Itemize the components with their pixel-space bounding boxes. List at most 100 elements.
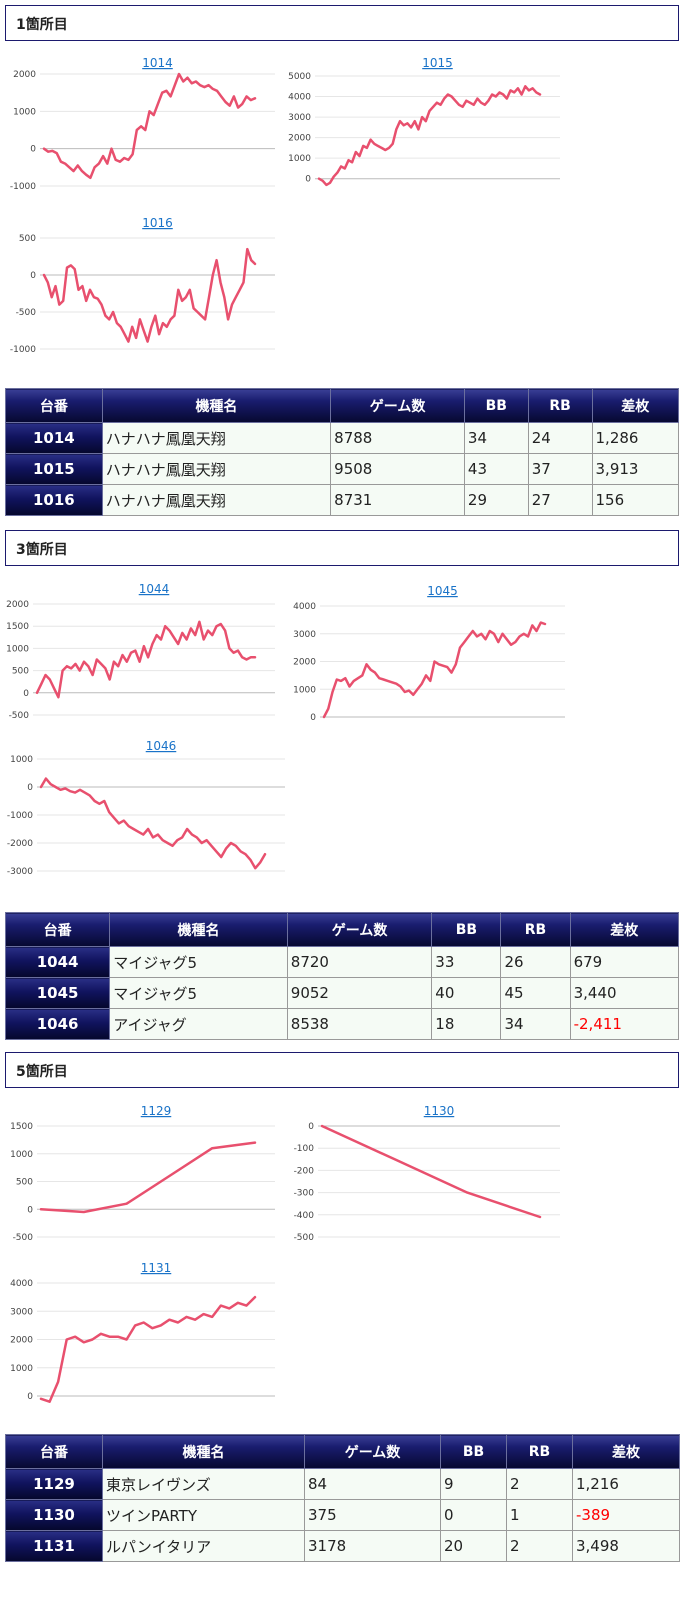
chart-svg: 1130 0 -100 -200 -300 -400 -500	[294, 1104, 560, 1243]
section-title: 3箇所目	[16, 542, 68, 558]
rb-cell: 45	[500, 977, 571, 1009]
header-bb: BB	[463, 388, 529, 423]
section-title: 5箇所目	[16, 1064, 68, 1080]
header-bb: BB	[431, 912, 502, 947]
chart-title-link[interactable]: 1014	[142, 56, 173, 70]
y-tick-label: 4000	[293, 602, 316, 612]
series-line	[35, 620, 257, 699]
series-line	[317, 85, 542, 187]
games-cell: 9052	[286, 977, 433, 1009]
chart-svg: 1015 5000 4000 3000 2000 1000 0	[288, 56, 560, 187]
machine-table-1: 台番 機種名 ゲーム数 BB RB 差枚 1014 ハナハナ鳳凰天翔 8788 34 2…	[5, 388, 680, 516]
machine-name-cell: ハナハナ鳳凰天翔	[101, 422, 332, 454]
machine-number-cell: 1046	[4, 1008, 111, 1040]
y-tick-label: -300	[294, 1189, 315, 1199]
y-tick-label: -3000	[7, 867, 33, 877]
header-diff: 差枚	[572, 1434, 680, 1469]
machine-number-cell: 1129	[5, 1468, 103, 1500]
chart-1129: 1129 1500 1000 500 0 -500	[5, 1102, 280, 1243]
table-row: 1131 ルパンイタリア 3178 20 2 3,498	[5, 1530, 680, 1562]
section-title: 1箇所目	[16, 17, 68, 33]
header-rb: RB	[527, 388, 593, 423]
y-tick-label: 3000	[10, 1307, 33, 1317]
bb-cell: 34	[463, 422, 529, 454]
header-games: ゲーム数	[286, 912, 433, 947]
chart-svg: 1014 2000 1000 0 -1000	[10, 56, 275, 192]
y-tick-label: -500	[9, 711, 30, 721]
bb-cell: 9	[440, 1468, 507, 1500]
table-row: 1045 マイジャグ5 9052 40 45 3,440	[4, 977, 680, 1009]
diff-cell: 3,498	[572, 1530, 680, 1562]
section-header-1: 1箇所目	[5, 5, 679, 41]
y-tick-label: 0	[305, 175, 311, 185]
rb-cell: 27	[527, 484, 593, 516]
header-rb: RB	[506, 1434, 573, 1469]
chart-svg: 1131 4000 3000 2000 1000 0	[10, 1261, 275, 1403]
y-tick-label: 4000	[288, 93, 311, 103]
chart-1016: 1016 500 0 -500 -1000	[10, 214, 280, 360]
table-row: 1016 ハナハナ鳳凰天翔 8731 29 27 156	[5, 484, 680, 516]
machine-table-5: 台番 機種名 ゲーム数 BB RB 差枚 1129 東京レイヴンズ 84 9 2 1,21…	[5, 1434, 680, 1562]
chart-title-link[interactable]: 1015	[422, 56, 453, 70]
machine-name-cell: ハナハナ鳳凰天翔	[101, 484, 332, 516]
chart-title-link[interactable]: 1130	[424, 1104, 455, 1118]
y-tick-label: 1000	[13, 107, 36, 117]
machine-name-cell: ツインPARTY	[102, 1499, 305, 1531]
chart-svg: 1045 4000 3000 2000 1000 0	[293, 584, 565, 723]
games-cell: 3178	[304, 1530, 441, 1562]
series-line	[320, 1124, 542, 1219]
table-header-row: 台番 機種名 ゲーム数 BB RB 差枚	[5, 388, 680, 423]
chart-title-link[interactable]: 1045	[427, 584, 458, 598]
bb-cell: 18	[431, 1008, 502, 1040]
series-line	[39, 1295, 257, 1403]
table-row: 1046 アイジャグ 8538 18 34 -2,411	[4, 1008, 680, 1040]
header-machine-name: 機種名	[102, 1434, 305, 1469]
machine-name-cell: 東京レイヴンズ	[102, 1468, 305, 1500]
chart-title-link[interactable]: 1131	[141, 1261, 172, 1275]
games-cell: 8538	[286, 1008, 433, 1040]
y-tick-label: -500	[13, 1233, 34, 1243]
machine-number-cell: 1014	[5, 422, 103, 454]
rb-cell: 26	[500, 946, 571, 978]
y-tick-label: 1000	[288, 154, 311, 164]
games-cell: 84	[304, 1468, 441, 1500]
header-machine-name: 機種名	[101, 388, 332, 423]
chart-title-link[interactable]: 1046	[146, 739, 177, 753]
diff-cell: 679	[569, 946, 680, 978]
games-cell: 375	[304, 1499, 441, 1531]
series-line	[39, 777, 267, 870]
header-rb: RB	[500, 912, 571, 947]
y-tick-label: 1000	[6, 644, 29, 654]
machine-number-cell: 1130	[5, 1499, 103, 1531]
games-cell: 8731	[330, 484, 465, 516]
series-line	[42, 247, 257, 343]
diff-cell: 156	[591, 484, 680, 516]
y-tick-label: 5000	[288, 72, 311, 82]
games-cell: 9508	[330, 453, 465, 485]
header-number: 台番	[5, 388, 103, 423]
y-tick-label: 0	[30, 271, 36, 281]
y-tick-label: 3000	[293, 630, 316, 640]
series-line	[42, 72, 257, 180]
rb-cell: 24	[527, 422, 593, 454]
y-tick-label: -200	[294, 1166, 315, 1176]
y-tick-label: 0	[23, 689, 29, 699]
rb-cell: 34	[500, 1008, 571, 1040]
table-row: 1044 マイジャグ5 8720 33 26 679	[4, 946, 680, 978]
table-row: 1129 東京レイヴンズ 84 9 2 1,216	[5, 1468, 680, 1500]
y-tick-label: 0	[308, 1122, 314, 1132]
chart-1015: 1015 5000 4000 3000 2000 1000 0	[288, 54, 565, 190]
table-row: 1130 ツインPARTY 375 0 1 -389	[5, 1499, 680, 1531]
header-bb: BB	[440, 1434, 507, 1469]
machine-name-cell: アイジャグ	[109, 1008, 288, 1040]
y-tick-label: 2000	[6, 600, 29, 610]
chart-1130: 1130 0 -100 -200 -300 -400 -500	[290, 1102, 565, 1243]
machine-number-cell: 1044	[4, 946, 111, 978]
chart-title-link[interactable]: 1129	[141, 1104, 172, 1118]
chart-title-link[interactable]: 1016	[142, 216, 173, 230]
chart-title-link[interactable]: 1044	[139, 582, 170, 596]
header-games: ゲーム数	[304, 1434, 441, 1469]
diff-cell: 3,913	[591, 453, 680, 485]
chart-svg: 1129 1500 1000 500 0 -500	[10, 1104, 275, 1243]
header-games: ゲーム数	[330, 388, 465, 423]
